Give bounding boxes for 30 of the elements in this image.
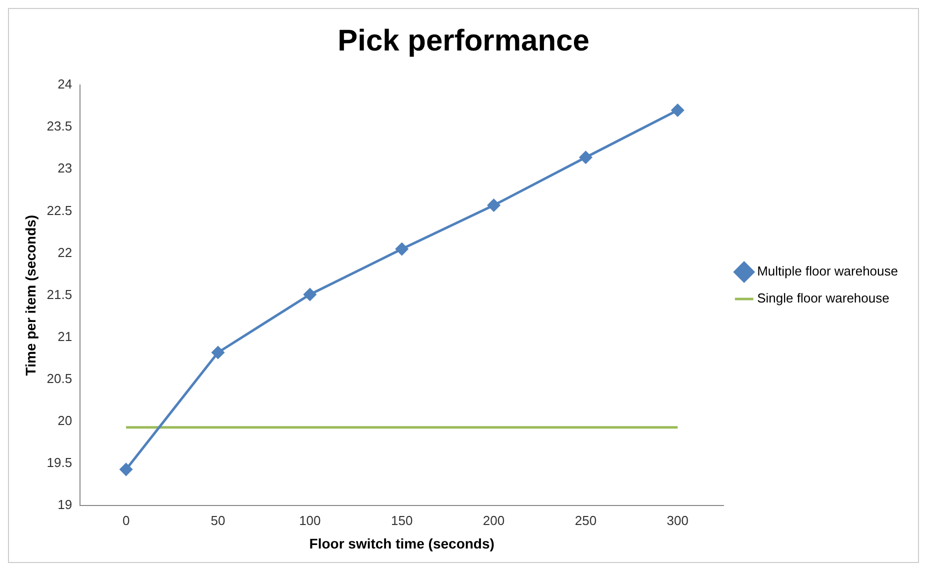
point (120, 463, 132, 476)
y-tick-label: 20.5 (46, 371, 72, 386)
y-tick-label: 24 (58, 76, 72, 92)
x-tick-label: 250 (574, 512, 597, 528)
point (488, 199, 500, 212)
point (212, 346, 224, 359)
point (304, 288, 316, 301)
x-tick-label: 50 (210, 512, 226, 528)
point (671, 104, 684, 116)
y-tick-label: 20 (58, 413, 72, 428)
y-tick-label: 23 (58, 160, 72, 176)
y-tick-label: 22.5 (46, 202, 72, 218)
x-tick-label: 100 (299, 512, 321, 528)
x-tick-label: 0 (122, 512, 130, 528)
y-tick-label: 23.5 (46, 118, 72, 134)
legend-label: Single floor warehouse (757, 290, 890, 306)
y-tick-label: 19.5 (46, 455, 72, 470)
legend-label: Multiple floor warehouse (757, 264, 898, 279)
point (396, 242, 408, 256)
y-tick-label: 21 (58, 328, 72, 344)
y-tick-label: 19 (58, 497, 72, 512)
x-axis-title: Floor switch time (seconds) (309, 535, 494, 552)
chart-title: Pick performance (338, 24, 590, 58)
y-tick-label: 21.5 (46, 286, 72, 302)
x-tick-label: 200 (482, 512, 505, 528)
x-tick-label: 300 (666, 512, 688, 528)
x-tick-label: 150 (390, 512, 413, 528)
point (579, 151, 592, 164)
y-tick-label: 22 (58, 244, 72, 260)
y-axis-title: Time per item (seconds) (22, 214, 38, 376)
